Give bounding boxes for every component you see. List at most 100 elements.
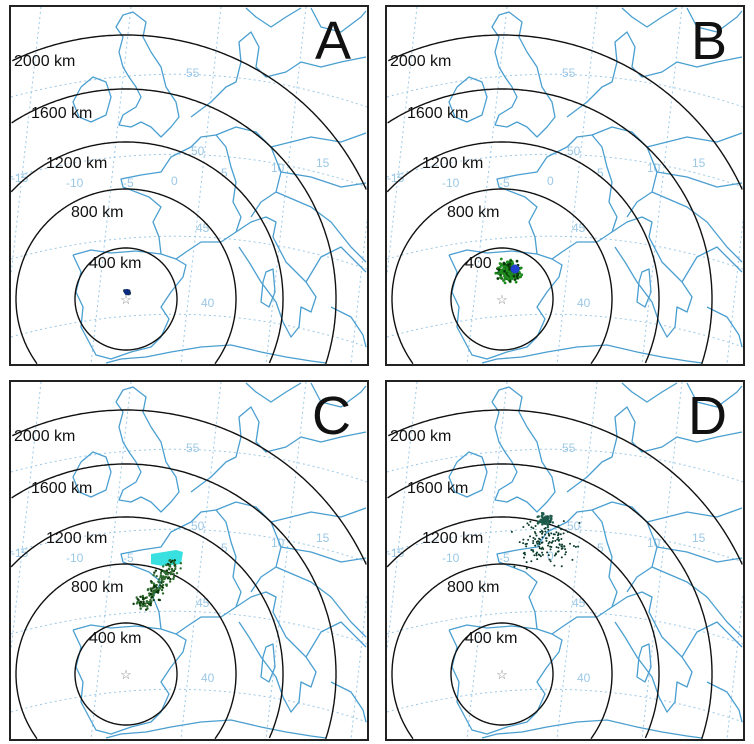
dispersal-point [149,603,152,607]
dispersal-patch [151,550,183,566]
dispersal-point [158,577,161,581]
distance-ring-3 [387,141,660,364]
dispersal-point [538,545,541,548]
dispersal-point [538,537,541,540]
graticule [11,382,367,739]
dispersal-point [515,259,519,263]
latitude-label: 50 [567,144,581,158]
dispersal-point [536,522,540,525]
coastline [235,591,317,713]
dispersal-point [541,551,544,554]
distance-label: 1600 km [407,105,469,122]
longitude-label: 15 [692,156,706,170]
dispersal-point [155,574,158,578]
dispersal-point [139,600,143,604]
coastline [481,344,703,364]
coastlines [72,382,367,739]
dispersal-point [149,592,153,596]
coastline [190,406,367,493]
latitude-label: 55 [562,441,576,455]
dispersal-point [536,558,539,561]
dispersal-point [152,582,156,585]
coastline [481,719,703,739]
longitude-label: 5 [597,541,604,555]
distance-ring-4 [387,88,713,364]
graticule [387,382,743,739]
coastline [260,268,276,308]
coastline [591,126,743,263]
dispersal-point [534,538,537,541]
latitude-line [11,313,367,348]
dispersal-point [518,275,521,279]
longitude-label: 5 [221,541,228,555]
dispersal-point [546,551,549,554]
dispersal-point [560,547,563,550]
dispersal-point [169,577,172,581]
dispersal-point [560,538,563,541]
dispersal-point [551,521,555,524]
dispersal-point [536,520,540,523]
dispersal-point [552,537,555,540]
distance-label: 800 km [71,204,124,221]
dispersal-point [507,263,511,267]
dispersal-point [159,571,163,575]
coastline [215,126,367,263]
dispersal-point [540,514,544,517]
distance-ring-5 [387,34,743,190]
dispersal-point [541,541,544,544]
dispersal-point [152,598,155,602]
dispersal-point [160,569,163,573]
coastline [448,76,488,123]
dispersal-point [503,269,507,273]
dispersal-point [172,572,175,576]
coastline [636,268,652,308]
dispersal-point [559,533,562,536]
latitude-line [387,73,743,108]
distance-label: 400 km [89,630,142,647]
dispersal-point [502,265,506,269]
dispersal-point [533,554,536,557]
dispersal-point [578,522,581,525]
longitude-label: 0 [171,174,178,188]
dispersal-point [530,560,533,563]
dispersal-point [544,533,547,536]
dispersal-cluster [123,288,132,296]
dispersal-point [540,547,543,550]
dispersal-point [512,274,516,278]
distance-ring-1 [450,622,554,726]
dispersal-point [532,536,535,539]
dispersal-point [549,560,552,563]
dispersal-point [551,540,554,543]
graticule [11,7,367,364]
dispersal-point [499,276,502,280]
dispersal-point [141,594,145,598]
dispersal-point [554,539,557,542]
longitude-label: -10 [442,551,460,565]
dispersal-point [136,600,139,604]
star-icon: ☆ [120,667,132,682]
latitude-label: 45 [572,596,586,610]
dispersal-point [500,268,504,272]
latitude-label: 55 [186,441,200,455]
dispersal-point [149,580,153,583]
dispersal-point [542,512,545,515]
distance-ring-5 [387,409,743,565]
distance-label: 2000 km [390,53,452,70]
dispersal-point [564,548,567,551]
distance-ring-5 [11,409,367,565]
coastline [566,406,743,493]
dispersal-point [503,281,507,285]
dispersal-point [170,568,174,571]
distance-label: 1200 km [422,530,484,547]
latitude-line [387,153,743,188]
dispersal-point [174,567,177,571]
dispersal-point [547,544,550,547]
dispersal-point [513,565,516,568]
dispersal-point [523,556,526,559]
coastline [566,31,743,118]
dispersal-point [145,596,149,599]
panel-letter: A [314,11,351,71]
longitude-line [180,382,222,739]
coastline [591,501,743,638]
star-icon: ☆ [120,292,132,307]
